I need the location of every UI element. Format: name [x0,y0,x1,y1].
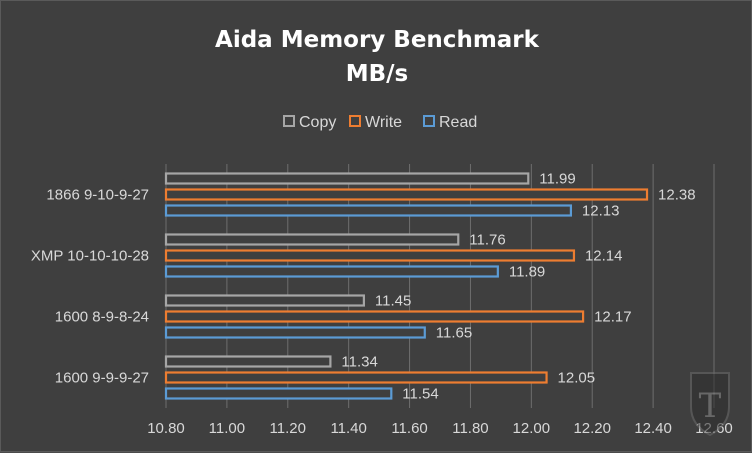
data-label: 11.34 [341,354,377,371]
legend-label: Write [365,114,402,131]
bar-read [164,265,499,278]
bar-copy [164,294,365,307]
x-tick-label: 11.00 [209,420,245,437]
bar-copy [164,355,332,368]
data-label: 11.89 [509,264,545,281]
bar-read [164,204,573,217]
bar-read [164,326,426,339]
data-label: 11.76 [469,232,505,249]
x-tick-label: 11.80 [452,420,488,437]
x-tick-label: 12.20 [573,420,611,437]
bar-copy [164,233,460,246]
legend-item-write: Write [349,114,402,131]
legend-swatch [283,115,295,127]
x-tick-label: 10.80 [147,420,185,437]
bar-write [164,310,585,323]
bars [164,172,649,400]
category-label: XMP 10-10-10-28 [31,248,149,265]
bar-read [164,387,393,400]
category-label: 1600 9-9-9-27 [55,370,149,387]
x-tick-label: 12.40 [634,420,672,437]
bar-write [164,249,576,262]
data-label: 12.05 [558,370,596,387]
bar-write [164,371,548,384]
legend-item-read: Read [423,114,477,131]
chart-title: Aida Memory Benchmark [215,27,540,53]
svg-text:T: T [699,386,722,426]
watermark-logo: T [690,372,730,437]
data-label: 11.65 [436,325,472,342]
legend-swatch [349,115,361,127]
data-label: 11.99 [539,171,575,188]
category-label: 1600 8-9-8-24 [55,309,149,326]
x-tick-label: 11.40 [330,420,366,437]
legend-label: Copy [299,114,336,131]
gridlines [165,164,715,408]
data-label: 12.38 [658,187,696,204]
x-tick-label: 11.20 [270,420,306,437]
category-label: 1866 9-10-9-27 [46,187,149,204]
legend-swatch [423,115,435,127]
data-label: 12.13 [582,203,620,220]
legend-item-copy: Copy [283,114,336,131]
data-labels: 11.99 12.38 12.13 11.76 12.14 11.89 11.45 12.17… [341,171,695,403]
x-tick-label: 12.00 [513,420,551,437]
chart-subtitle: MB/s [346,61,409,87]
x-axis-ticks: 10.80 11.00 11.20 11.40 11.60 11.80 12.00 12.20… [147,420,733,437]
data-label: 11.54 [402,386,438,403]
bar-write [164,188,649,201]
bar-copy [164,172,530,185]
legend-label: Read [439,114,477,131]
category-labels: 1866 9-10-9-27 XMP 10-10-10-28 1600 8-9-8-… [31,187,149,387]
data-label: 12.14 [585,248,623,265]
x-tick-label: 11.60 [391,420,427,437]
legend: Copy Write Read [283,114,477,131]
data-label: 11.45 [375,293,411,310]
data-label: 12.17 [594,309,632,326]
